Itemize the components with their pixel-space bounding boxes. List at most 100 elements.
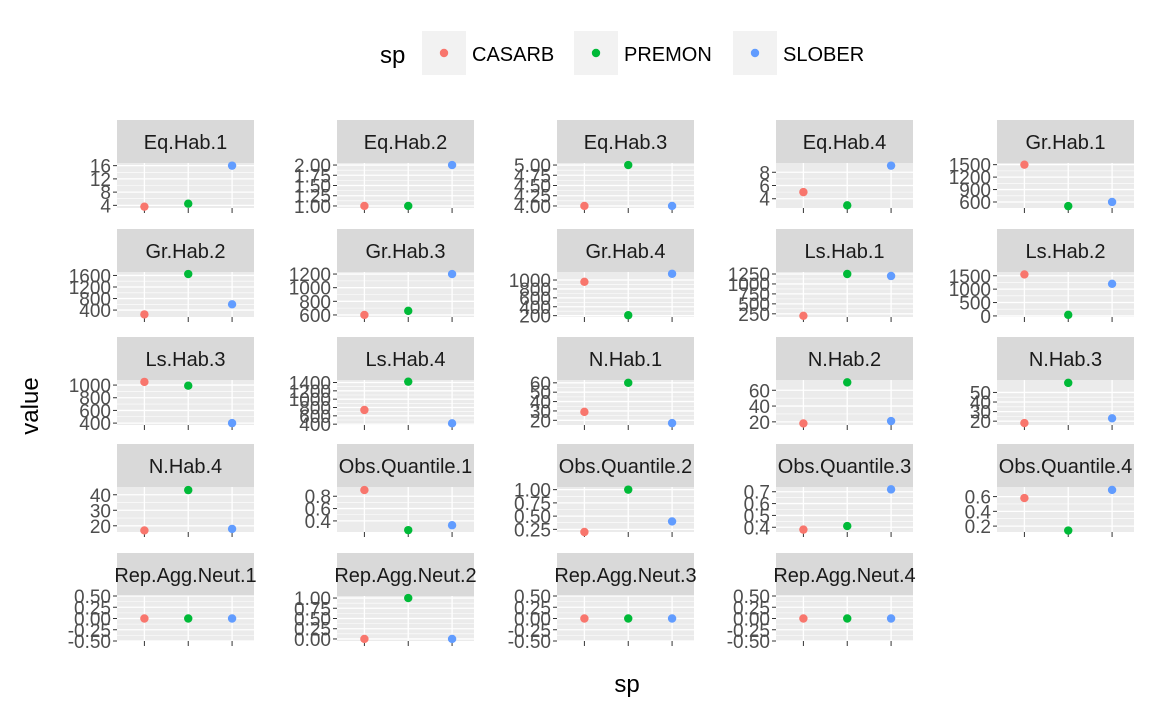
legend-point-premon — [591, 48, 601, 58]
y-tick-label: 50 — [970, 383, 991, 404]
point-casarb — [360, 201, 369, 211]
facet-eq-hab-4: Eq.Hab.4 468 — [759, 120, 913, 213]
strip-gr-hab-4 — [557, 229, 694, 272]
point-slober — [1107, 197, 1117, 207]
point-casarb — [1020, 493, 1029, 503]
y-tick-label: 50 — [530, 383, 551, 404]
y-tick-label: 0.2 — [965, 517, 991, 538]
facet-rep-agg-neut-3: Rep.Agg.Neut.3 -0.50-0.250.000.250.50 — [508, 553, 697, 653]
facet-eq-hab-2: Eq.Hab.2 1.001.251.501.752.00 — [294, 120, 474, 218]
y-tick-label: 0.75 — [294, 599, 331, 620]
point-premon — [404, 201, 413, 211]
point-casarb — [140, 526, 149, 535]
point-casarb — [360, 634, 369, 644]
y-tick-label: 1.00 — [514, 481, 551, 502]
y-tick-label: 0.6 — [744, 495, 770, 516]
y-tick-label: 0.5 — [744, 506, 770, 527]
y-tick-label: 30 — [530, 402, 551, 423]
y-tick-label: 600 — [959, 193, 991, 214]
y-tick-label: 0.50 — [294, 610, 331, 631]
point-casarb — [1020, 160, 1029, 169]
y-tick-label: 0.6 — [305, 500, 331, 521]
point-premon — [624, 614, 633, 623]
point-casarb — [799, 614, 808, 623]
y-tick-label: 1200 — [949, 168, 991, 189]
y-tick-label: 400 — [299, 415, 331, 436]
y-tick-label: 800 — [519, 280, 551, 301]
legend-label-slober: SLOBER — [783, 44, 864, 66]
strip-label-gr-hab-4: Gr.Hab.4 — [585, 241, 665, 263]
strip-gr-hab-2 — [117, 229, 254, 272]
strip-eq-hab-3 — [557, 120, 694, 163]
panel-bg-gr-hab-4 — [557, 272, 694, 317]
strip-n-hab-2 — [776, 337, 913, 380]
point-slober — [227, 418, 237, 428]
point-premon — [184, 269, 193, 279]
strip-label-ls-hab-3: Ls.Hab.3 — [145, 349, 225, 371]
strip-eq-hab-4 — [776, 120, 913, 163]
point-premon — [624, 311, 633, 320]
point-premon — [184, 381, 193, 390]
facet-eq-hab-3: Eq.Hab.3 4.004.254.504.755.00 — [514, 120, 694, 218]
point-casarb — [799, 311, 808, 321]
y-tick-label: 30 — [90, 501, 111, 522]
y-tick-label: 0.25 — [733, 598, 770, 619]
point-slober — [447, 269, 457, 279]
point-casarb — [580, 407, 589, 417]
strip-label-gr-hab-3: Gr.Hab.3 — [365, 241, 445, 263]
y-tick-label: 600 — [299, 407, 331, 428]
y-tick-label: 0.4 — [744, 518, 771, 539]
y-tick-label: 40 — [970, 393, 991, 414]
y-tick-label: 4.50 — [514, 177, 551, 198]
point-casarb — [140, 310, 149, 319]
point-slober — [227, 614, 237, 623]
y-tick-label: 250 — [738, 305, 770, 326]
point-slober — [667, 269, 677, 278]
strip-ls-hab-2 — [997, 229, 1134, 272]
facet-rep-agg-neut-2: Rep.Agg.Neut.2 0.000.250.500.751.00 — [294, 553, 477, 651]
strip-label-rep-agg-neut-3: Rep.Agg.Neut.3 — [554, 565, 696, 587]
y-tick-label: 500 — [738, 295, 770, 316]
strip-obs-quantile-4 — [997, 444, 1134, 487]
strip-n-hab-4 — [117, 444, 254, 487]
strip-label-gr-hab-2: Gr.Hab.2 — [145, 241, 225, 263]
point-premon — [843, 521, 852, 531]
point-premon — [843, 614, 852, 623]
y-tick-label: 0.6 — [965, 488, 991, 509]
point-casarb — [1020, 270, 1029, 279]
y-tick-label: 1000 — [728, 275, 770, 296]
strip-label-ls-hab-4: Ls.Hab.4 — [365, 349, 445, 371]
strip-obs-quantile-2 — [557, 444, 694, 487]
point-slober — [667, 517, 677, 526]
point-slober — [227, 524, 237, 534]
y-tick-label: 900 — [959, 181, 991, 202]
y-tick-label: 1.50 — [294, 177, 331, 198]
y-tick-label: 4.25 — [514, 187, 551, 208]
legend-label-casarb: CASARB — [472, 44, 554, 66]
y-tick-label: 800 — [79, 389, 111, 410]
point-premon — [184, 485, 193, 495]
strip-obs-quantile-1 — [337, 444, 474, 487]
y-tick-label: 0.50 — [514, 587, 551, 608]
y-tick-label: 30 — [970, 403, 991, 424]
point-slober — [886, 416, 896, 426]
y-tick-label: 0.00 — [514, 610, 551, 631]
point-premon — [404, 593, 413, 603]
legend-point-slober — [750, 48, 760, 58]
facet-obs-quantile-4: Obs.Quantile.4 0.20.40.6 — [965, 444, 1134, 538]
y-tick-label: 0.8 — [305, 487, 331, 508]
point-casarb — [360, 485, 369, 495]
y-tick-label: 2.00 — [294, 156, 331, 177]
strip-obs-quantile-3 — [776, 444, 913, 487]
strip-label-ls-hab-2: Ls.Hab.2 — [1025, 241, 1105, 263]
strip-label-rep-agg-neut-2: Rep.Agg.Neut.2 — [334, 565, 476, 587]
point-premon — [404, 306, 413, 316]
strip-rep-agg-neut-3 — [557, 553, 694, 596]
point-slober — [447, 634, 457, 644]
